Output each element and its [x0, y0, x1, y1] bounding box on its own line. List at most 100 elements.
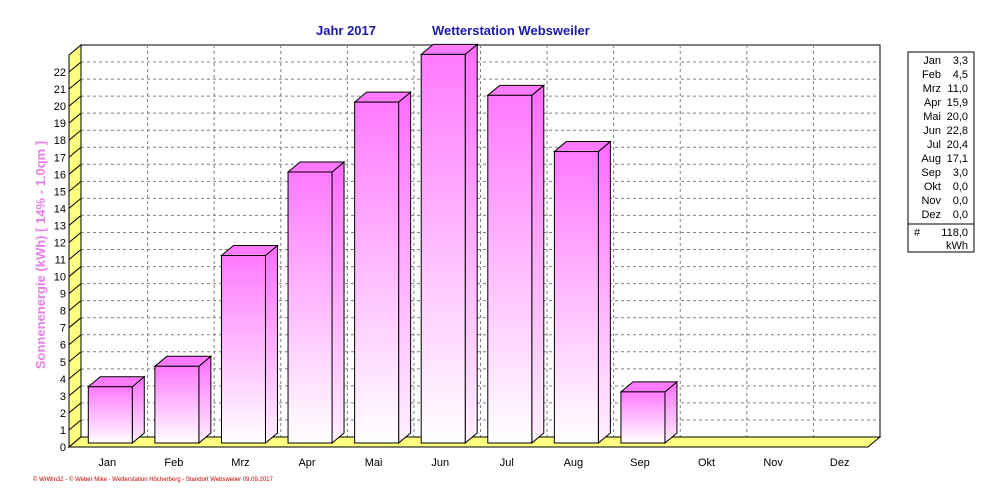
- wall-tick: [68, 334, 82, 346]
- x-tick-label: Nov: [763, 457, 783, 469]
- x-tick-label: Okt: [698, 457, 715, 469]
- wall-tick: [68, 249, 82, 260]
- wall-tick: [68, 129, 82, 141]
- chart-title-station: Wetterstation Websweiler: [432, 23, 590, 38]
- y-tick-label: 4: [60, 374, 66, 386]
- y-tick-label: 16: [54, 169, 66, 181]
- bar-front: [220, 255, 266, 444]
- y-tick-label: 19: [54, 118, 66, 130]
- legend-month: Feb: [922, 69, 941, 81]
- y-tick-label: 0: [60, 442, 66, 454]
- bar-front: [487, 94, 533, 444]
- y-tick-label: 15: [54, 186, 66, 198]
- legend-value: 3,0: [953, 167, 968, 179]
- y-tick-label: 13: [54, 220, 66, 232]
- legend-month: Jan: [923, 55, 941, 67]
- bar-front: [354, 101, 400, 444]
- bar-front: [620, 391, 666, 444]
- x-tick-label: Mrz: [231, 457, 249, 469]
- wall-tick: [68, 385, 82, 397]
- bar-side: [597, 140, 611, 445]
- bar-side: [331, 160, 345, 445]
- bar-side: [664, 380, 678, 445]
- legend-total-value: 118,0: [941, 227, 968, 239]
- grid: [80, 44, 881, 438]
- legend-value: 4,5: [953, 69, 968, 81]
- legend-value: 11,0: [947, 83, 968, 95]
- legend-value: 3,3: [953, 55, 968, 67]
- bar-front: [420, 53, 466, 444]
- x-tick-label: Jul: [500, 457, 514, 469]
- wall-tick: [68, 163, 82, 175]
- wall-tick: [68, 61, 82, 73]
- bar-side: [198, 355, 212, 445]
- y-tick-label: 3: [60, 391, 66, 403]
- y-tick-label: 7: [60, 323, 66, 335]
- bar-side: [398, 91, 412, 445]
- y-tick-label: 9: [60, 289, 66, 301]
- legend-box: [907, 51, 975, 253]
- wall-tick: [68, 146, 82, 158]
- x-tick-label: Dez: [830, 457, 850, 469]
- y-tick-label: 2: [60, 408, 66, 420]
- y-tick-label: 18: [54, 135, 66, 147]
- x-tick-label: Jun: [431, 457, 449, 469]
- legend-month: Mrz: [923, 83, 941, 95]
- left-side-wall: [68, 43, 82, 449]
- bars: [86, 43, 679, 445]
- x-ticks: Jan Feb Mrz Apr Mai Jun Jul Aug Sep Okt Nov Dez: [98, 457, 849, 469]
- legend-value: 0,0: [953, 181, 968, 193]
- wall-tick: [68, 317, 82, 329]
- left-wall: [68, 43, 82, 449]
- legend-value: 22,8: [947, 125, 968, 137]
- bar-side: [264, 244, 278, 445]
- y-tick-label: 12: [54, 237, 66, 249]
- wall-tick: [68, 112, 82, 124]
- legend-value: 0,0: [953, 195, 968, 207]
- wall-tick: [68, 300, 82, 312]
- bar: [286, 160, 346, 445]
- bar: [86, 375, 146, 445]
- legend-month: Jun: [923, 125, 941, 137]
- y-tick-label: 20: [54, 101, 66, 113]
- wall-tick: [68, 198, 82, 209]
- x-tick-label: Apr: [298, 457, 315, 469]
- legend-month: Okt: [924, 181, 941, 193]
- chart-title-year: Jahr 2017: [316, 23, 376, 38]
- wall-tick: [68, 215, 82, 226]
- y-tick-label: 10: [54, 272, 66, 284]
- y-tick-label: 1: [60, 425, 66, 437]
- wall-tick: [68, 266, 82, 277]
- legend-value: 17,1: [947, 153, 968, 165]
- bar-front: [154, 365, 200, 444]
- legend-month: Nov: [921, 195, 941, 207]
- bar-front: [553, 151, 599, 444]
- wall-tick: [68, 95, 82, 107]
- legend: Jan 3,3 Feb 4,5 Mrz 11,0 Apr 15,9 Mai 20,0 Jun 22,8…: [907, 51, 975, 253]
- legend-value: 0,0: [953, 209, 968, 221]
- bar-side: [131, 375, 145, 445]
- y-tick-label: 21: [54, 84, 66, 96]
- x-tick-label: Feb: [164, 457, 183, 469]
- wall-tick: [68, 419, 82, 431]
- x-tick-label: Aug: [564, 457, 584, 469]
- bar: [220, 244, 279, 445]
- x-tick-label: Jan: [98, 457, 116, 469]
- legend-total-symbol: #: [914, 227, 921, 239]
- legend-value: 20,0: [947, 111, 968, 123]
- legend-month: Mai: [923, 111, 941, 123]
- bar: [552, 140, 612, 445]
- legend-month: Sep: [921, 167, 941, 179]
- wall-tick: [68, 368, 82, 380]
- wall-tick: [68, 78, 82, 90]
- y-tick-label: 11: [55, 255, 66, 267]
- wall-tick: [68, 283, 82, 294]
- legend-rows: Jan 3,3 Feb 4,5 Mrz 11,0 Apr 15,9 Mai 20,0 Jun 22,8…: [921, 55, 968, 221]
- legend-month: Apr: [924, 97, 941, 109]
- y-axis-label: Sonnenenergie (kWh) [ 14% - 1.0qm ]: [33, 141, 48, 369]
- bar: [353, 91, 413, 445]
- legend-value: 20,4: [947, 139, 968, 151]
- bar-side: [531, 84, 545, 445]
- x-tick-label: Mai: [365, 457, 383, 469]
